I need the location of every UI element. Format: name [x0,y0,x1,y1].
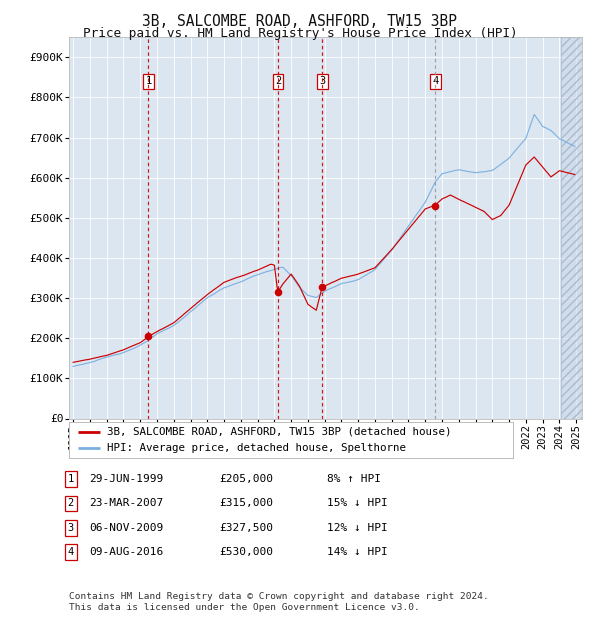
Text: £205,000: £205,000 [219,474,273,484]
Text: 1: 1 [68,474,74,484]
Text: 1: 1 [145,76,152,86]
Text: This data is licensed under the Open Government Licence v3.0.: This data is licensed under the Open Gov… [69,603,420,612]
Text: 15% ↓ HPI: 15% ↓ HPI [327,498,388,508]
Text: 4: 4 [433,76,439,86]
Text: 09-AUG-2016: 09-AUG-2016 [89,547,163,557]
Text: £327,500: £327,500 [219,523,273,533]
Text: 29-JUN-1999: 29-JUN-1999 [89,474,163,484]
Text: 2: 2 [68,498,74,508]
Text: 3: 3 [319,76,325,86]
Text: £530,000: £530,000 [219,547,273,557]
Text: 4: 4 [68,547,74,557]
Text: 3: 3 [68,523,74,533]
Text: 2: 2 [275,76,281,86]
Text: 23-MAR-2007: 23-MAR-2007 [89,498,163,508]
Text: 12% ↓ HPI: 12% ↓ HPI [327,523,388,533]
Text: 06-NOV-2009: 06-NOV-2009 [89,523,163,533]
Text: HPI: Average price, detached house, Spelthorne: HPI: Average price, detached house, Spel… [107,443,406,453]
Text: Price paid vs. HM Land Registry's House Price Index (HPI): Price paid vs. HM Land Registry's House … [83,27,517,40]
Text: 14% ↓ HPI: 14% ↓ HPI [327,547,388,557]
Text: 3B, SALCOMBE ROAD, ASHFORD, TW15 3BP (detached house): 3B, SALCOMBE ROAD, ASHFORD, TW15 3BP (de… [107,427,451,436]
Text: 8% ↑ HPI: 8% ↑ HPI [327,474,381,484]
Bar [561,37,583,418]
Text: Contains HM Land Registry data © Crown copyright and database right 2024.: Contains HM Land Registry data © Crown c… [69,592,489,601]
Text: £315,000: £315,000 [219,498,273,508]
Text: 3B, SALCOMBE ROAD, ASHFORD, TW15 3BP: 3B, SALCOMBE ROAD, ASHFORD, TW15 3BP [143,14,458,29]
Bar [561,37,583,418]
